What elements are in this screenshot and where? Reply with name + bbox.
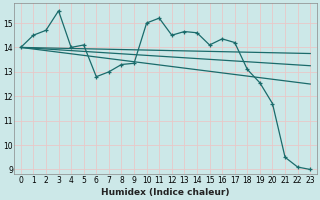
X-axis label: Humidex (Indice chaleur): Humidex (Indice chaleur): [101, 188, 230, 197]
